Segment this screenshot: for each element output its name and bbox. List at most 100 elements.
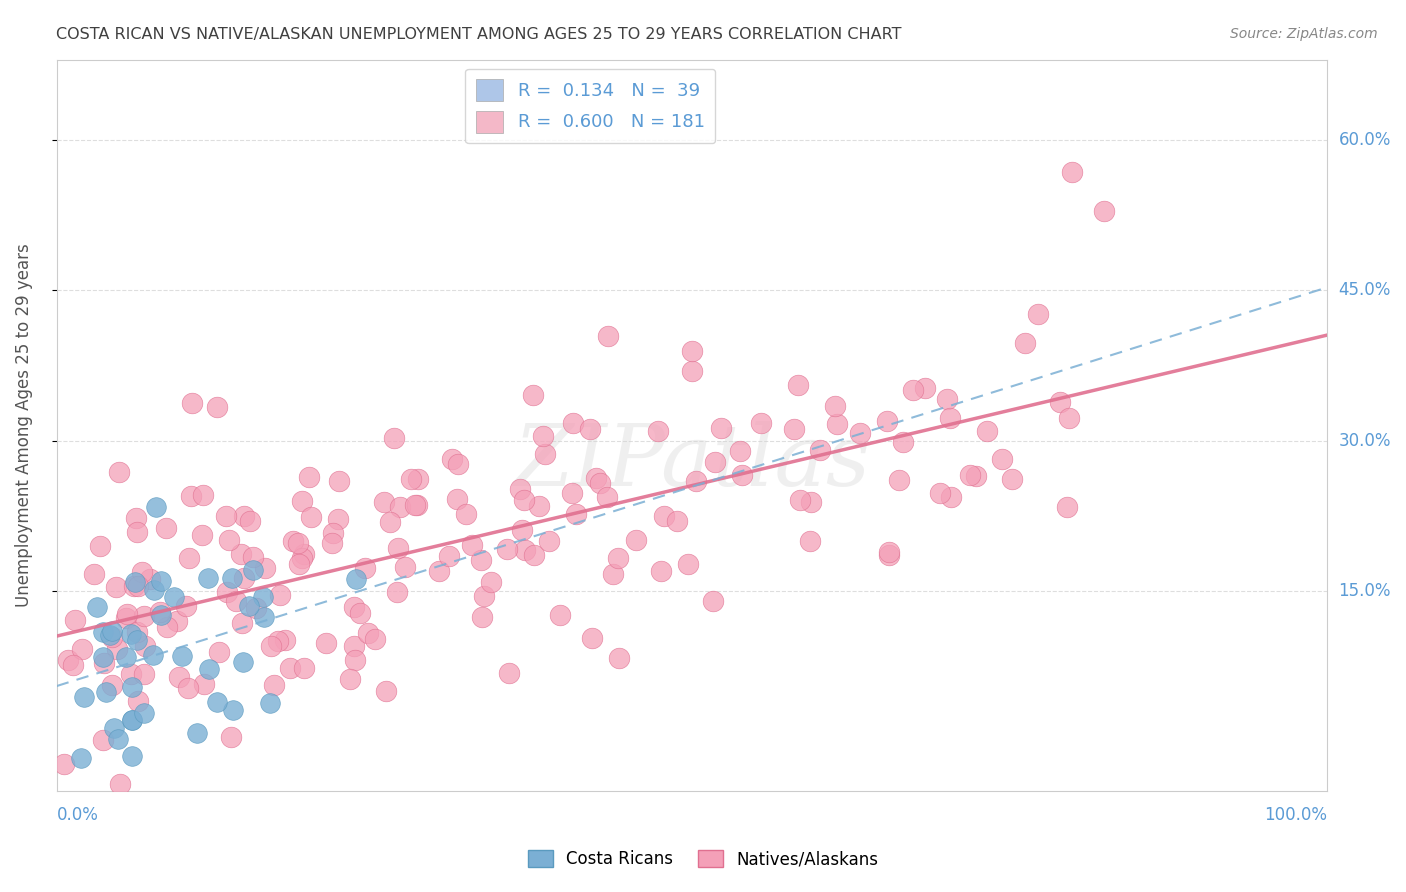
Point [665, 514, 688, 528]
Point [513, 492, 536, 507]
Point [298, 469, 321, 483]
Point [89, 539, 111, 553]
Point [93, 656, 115, 670]
Point [550, 608, 572, 623]
Point [252, 590, 274, 604]
Legend: Costa Ricans, Natives/Alaskans: Costa Ricans, Natives/Alaskans [522, 843, 884, 875]
Point [889, 474, 911, 488]
Point [127, 579, 149, 593]
Point [179, 551, 201, 566]
Point [1026, 307, 1049, 321]
Point [221, 730, 243, 744]
Point [142, 648, 165, 662]
Point [292, 661, 315, 675]
Point [225, 594, 247, 608]
Point [292, 547, 315, 561]
Point [242, 563, 264, 577]
Point [562, 416, 585, 430]
Point [399, 472, 422, 486]
Point [703, 455, 725, 469]
Point [63, 613, 86, 627]
Point [70, 751, 93, 765]
Point [602, 566, 624, 581]
Text: Source: ZipAtlas.com: Source: ZipAtlas.com [1230, 27, 1378, 41]
Point [877, 548, 900, 562]
Point [281, 533, 304, 548]
Point [527, 499, 550, 513]
Point [456, 507, 478, 521]
Point [936, 392, 959, 406]
Point [534, 447, 557, 461]
Point [267, 633, 290, 648]
Point [606, 551, 628, 566]
Point [702, 594, 724, 608]
Point [378, 515, 401, 529]
Point [120, 626, 142, 640]
Point [291, 550, 314, 565]
Point [125, 525, 148, 540]
Point [326, 512, 349, 526]
Point [609, 651, 631, 665]
Point [877, 545, 900, 559]
Point [647, 424, 669, 438]
Point [229, 547, 252, 561]
Point [531, 429, 554, 443]
Point [339, 672, 361, 686]
Point [287, 558, 309, 572]
Point [315, 635, 337, 649]
Point [269, 588, 291, 602]
Point [1060, 165, 1083, 179]
Point [121, 714, 143, 728]
Point [470, 552, 492, 566]
Point [218, 533, 240, 547]
Point [461, 538, 484, 552]
Point [233, 508, 256, 523]
Point [322, 525, 344, 540]
Point [564, 508, 586, 522]
Point [374, 683, 396, 698]
Point [207, 400, 229, 414]
Point [404, 498, 426, 512]
Point [145, 500, 167, 514]
Point [328, 474, 350, 488]
Point [800, 495, 823, 509]
Point [180, 489, 202, 503]
Point [650, 564, 672, 578]
Point [105, 642, 128, 657]
Point [299, 509, 322, 524]
Point [287, 536, 309, 550]
Y-axis label: Unemployment Among Ages 25 to 29 years: Unemployment Among Ages 25 to 29 years [15, 244, 32, 607]
Point [388, 500, 411, 514]
Point [260, 639, 283, 653]
Point [115, 611, 138, 625]
Point [598, 329, 620, 343]
Point [139, 572, 162, 586]
Point [105, 580, 128, 594]
Point [901, 383, 924, 397]
Point [1014, 336, 1036, 351]
Point [446, 457, 468, 471]
Point [259, 696, 281, 710]
Point [479, 574, 502, 589]
Point [849, 425, 872, 440]
Point [186, 726, 208, 740]
Point [253, 609, 276, 624]
Point [150, 608, 173, 623]
Point [167, 670, 190, 684]
Point [406, 499, 429, 513]
Point [98, 628, 121, 642]
Point [513, 543, 536, 558]
Point [939, 410, 962, 425]
Point [354, 561, 377, 575]
Text: ZIPatlas: ZIPatlas [513, 421, 870, 503]
Point [808, 443, 831, 458]
Point [441, 452, 464, 467]
Point [538, 533, 561, 548]
Point [215, 508, 238, 523]
Point [127, 624, 149, 639]
Point [408, 472, 430, 486]
Point [101, 630, 124, 644]
Point [263, 678, 285, 692]
Point [132, 667, 155, 681]
Point [122, 579, 145, 593]
